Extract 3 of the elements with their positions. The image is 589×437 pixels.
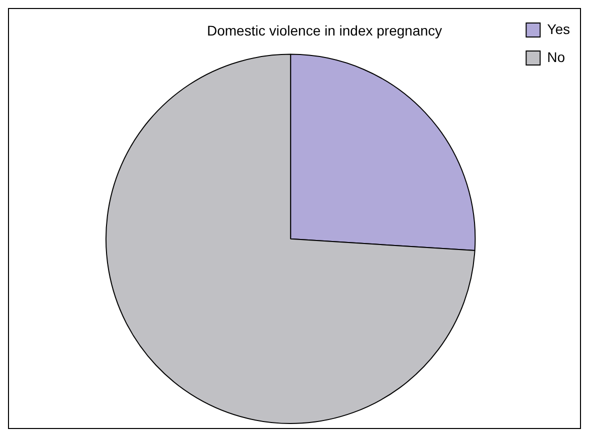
legend-label: Yes [547, 20, 570, 37]
legend-label: No [547, 48, 566, 65]
chart-title: Domestic violence in index pregnancy [206, 22, 442, 38]
